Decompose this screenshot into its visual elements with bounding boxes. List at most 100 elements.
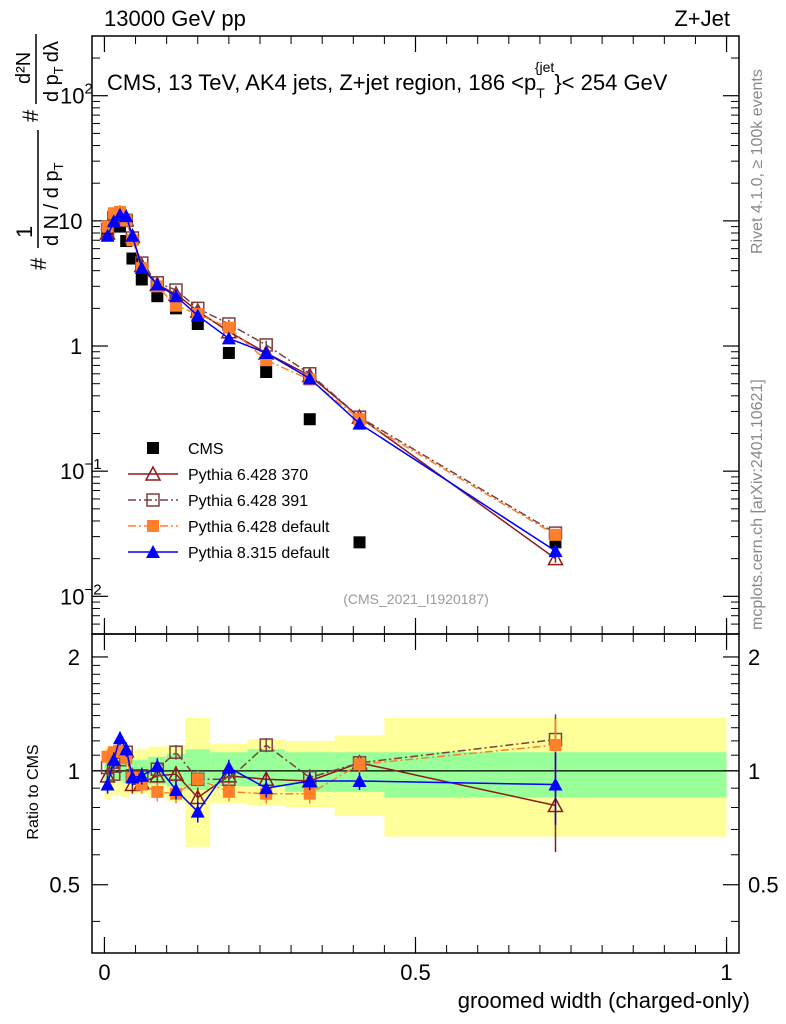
data-point <box>222 346 235 359</box>
ylabel-d2n: d²N <box>13 52 35 84</box>
legend-marker <box>147 520 159 532</box>
data-point <box>221 331 236 345</box>
legend-entry: Pythia 6.428 370 <box>188 467 308 484</box>
x-axis-label: groomed width (charged-only) <box>458 988 750 1013</box>
ratio-point <box>119 742 134 756</box>
y-tick-label: 10 <box>58 209 82 234</box>
ylabel-hash-2: # <box>18 109 43 122</box>
ratio-point <box>100 777 115 791</box>
svg-text:#: # <box>18 109 43 122</box>
ratio-tick-label-right: 0.5 <box>748 873 779 898</box>
data-point <box>352 416 367 430</box>
analysis-watermark: (CMS_2021_I1920187) <box>343 591 489 607</box>
data-point <box>100 228 115 242</box>
ratio-tick-label-right: 2 <box>748 645 760 670</box>
header-process: 13000 GeV pp <box>104 6 246 31</box>
data-point <box>259 345 274 359</box>
data-point <box>169 299 182 312</box>
data-point <box>119 209 134 223</box>
x-tick-label: 0 <box>98 960 110 985</box>
y-tick-exponent: −2 <box>84 581 101 598</box>
data-point <box>548 544 563 558</box>
data-point <box>125 228 140 242</box>
ratio-point <box>106 752 121 766</box>
ratio-point <box>259 781 274 795</box>
svg-text:d²N: d²N <box>13 52 35 84</box>
plot-title-sub: T <box>536 85 545 101</box>
data-point <box>190 308 205 322</box>
data-point <box>135 273 148 286</box>
ylabel-dpt: d p <box>41 74 63 102</box>
legend-entry: Pythia 8.315 default <box>188 545 330 562</box>
x-tick-label: 1 <box>720 960 732 985</box>
ylabel-hash: # <box>26 257 51 270</box>
ratio-y-axis-label: Ratio to CMS <box>25 744 42 839</box>
data-point <box>168 289 183 303</box>
ratio-point <box>150 758 165 772</box>
data-point <box>547 550 564 566</box>
axis-ticks: 0 0.5 1 10−2 10−1 1 10 102 0.5 0.5 1 1 2 2 <box>49 35 779 985</box>
top-y-axis-label: # 1 d N / d pT # d²N d pTdλ <box>12 34 66 270</box>
ratio-point <box>168 782 183 796</box>
data-point <box>151 290 164 303</box>
ratio-tick-label-right: 1 <box>748 759 760 784</box>
x-tick-label: 0.5 <box>400 960 431 985</box>
ratio-point <box>134 768 149 782</box>
ratio-point <box>107 767 121 781</box>
data-point <box>222 321 235 334</box>
top-panel-series <box>99 204 564 566</box>
data-point <box>150 277 165 291</box>
data-point <box>126 252 139 265</box>
ratio-point <box>191 773 204 786</box>
ylabel-t2: T <box>51 66 66 74</box>
legend-marker <box>147 442 159 454</box>
ylabel-one: 1 <box>12 226 37 238</box>
data-point <box>303 413 316 426</box>
ratio-point <box>120 752 133 765</box>
ratio-tick-label-left: 0.5 <box>49 873 80 898</box>
legend-marker <box>144 465 162 481</box>
ratio-line <box>107 738 556 781</box>
plot-title-main: CMS, 13 TeV, AK4 jets, Z+jet region, 186… <box>107 70 536 95</box>
svg-text:d pTdλ: d pTdλ <box>41 41 66 102</box>
data-point <box>134 261 149 275</box>
legend: CMS Pythia 6.428 370 Pythia 6.428 391 Pythi… <box>128 441 330 562</box>
plot-title-close: }< 254 GeV <box>554 70 667 95</box>
ratio-point <box>190 804 205 818</box>
ratio-point <box>352 774 367 788</box>
y-tick-exponent: 2 <box>84 81 92 98</box>
y-tick-label: 10−1 <box>60 456 102 484</box>
header-analysis: Z+Jet <box>674 6 730 31</box>
ratio-point <box>112 731 127 745</box>
legend-entry: Pythia 6.428 default <box>188 519 330 536</box>
legend-marker <box>146 545 160 558</box>
ratio-point <box>169 745 183 759</box>
ratio-line <box>107 744 556 795</box>
y-tick-label: 10−2 <box>60 581 102 609</box>
side-label-rivet: Rivet 4.1.0, ≥ 100k events <box>749 69 766 254</box>
ratio-point <box>353 758 366 771</box>
side-label-mcplots: mcplots.cern.ch [arXiv:2401.10621] <box>749 379 766 630</box>
ratio-tick-label-left: 1 <box>68 759 80 784</box>
ratio-point <box>548 777 563 791</box>
ratio-panel-series <box>99 714 564 853</box>
y-tick-label: 1 <box>70 334 82 359</box>
ratio-tick-label-left: 2 <box>68 645 80 670</box>
series-line <box>106 211 556 536</box>
ratio-point <box>259 738 273 752</box>
y-tick-label: 102 <box>60 81 93 109</box>
ylabel-dl: dλ <box>41 41 63 62</box>
data-point <box>549 528 562 541</box>
plot-title-sup: {jet <box>535 59 555 75</box>
series-line <box>106 213 556 552</box>
data-point <box>106 214 121 228</box>
ratio-point <box>303 787 316 800</box>
ratio-point <box>302 774 317 788</box>
ylabel-dn: d N / d p <box>41 170 63 246</box>
ratio-point <box>222 785 235 798</box>
svg-text:#: # <box>26 257 51 270</box>
ylabel-t1: T <box>51 162 66 170</box>
data-point <box>302 371 317 385</box>
legend-entry: CMS <box>188 441 224 458</box>
